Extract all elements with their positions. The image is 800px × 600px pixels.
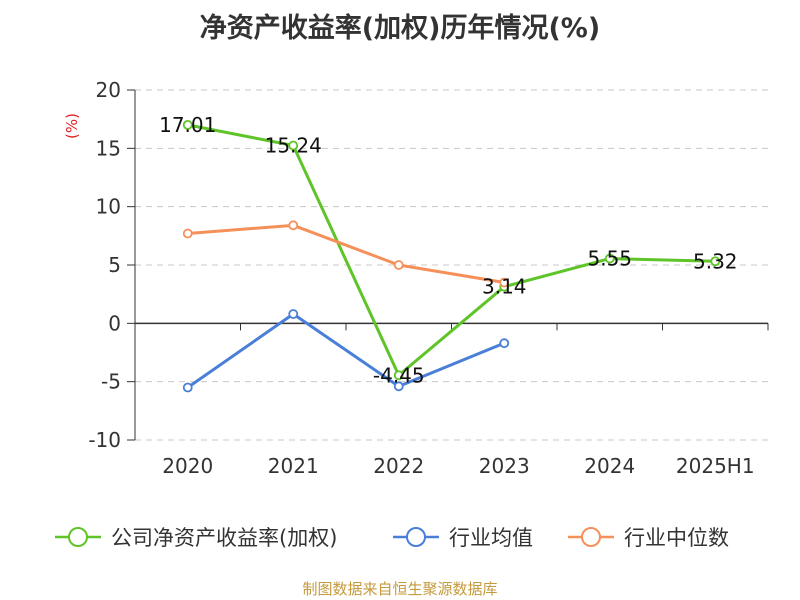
legend-marker bbox=[406, 527, 426, 547]
axes: 20 15 10 5 0 -5 -10 2020 2021 2022 2023 2024 2025H1 bbox=[88, 78, 769, 478]
y-tick-label: -5 bbox=[101, 370, 121, 394]
series-group bbox=[182, 119, 721, 393]
legend: 公司净资产收益率(加权) 行业均值 行业中位数 bbox=[55, 526, 729, 550]
data-point bbox=[288, 220, 299, 231]
source-note: 制图数据来自恒生聚源数据库 bbox=[302, 580, 498, 598]
y-tick-label: -10 bbox=[88, 428, 121, 452]
data-label: -4.45 bbox=[373, 363, 425, 387]
data-label: 15.24 bbox=[265, 134, 322, 158]
chart-title: 净资产收益率(加权)历年情况(%) bbox=[199, 13, 601, 44]
grid-lines bbox=[135, 89, 768, 441]
y-tick-label: 15 bbox=[96, 136, 121, 160]
legend-label: 公司净资产收益率(加权) bbox=[111, 526, 337, 550]
data-point bbox=[499, 277, 510, 288]
series-line bbox=[187, 223, 505, 284]
data-point bbox=[393, 260, 404, 270]
x-tick-label: 2023 bbox=[479, 454, 530, 478]
legend-label: 行业中位数 bbox=[624, 526, 729, 550]
y-tick-label: 20 bbox=[96, 78, 121, 102]
data-point bbox=[604, 253, 615, 264]
data-point bbox=[393, 370, 404, 381]
data-label: 5.32 bbox=[693, 249, 738, 273]
data-point bbox=[393, 381, 404, 392]
data-point bbox=[710, 256, 721, 267]
data-point bbox=[288, 140, 299, 151]
data-point bbox=[182, 228, 193, 239]
data-point bbox=[499, 338, 510, 349]
data-point bbox=[182, 119, 193, 130]
legend-label: 行业均值 bbox=[449, 526, 533, 550]
series-line bbox=[186, 312, 505, 389]
x-tick-label: 2024 bbox=[584, 454, 635, 478]
legend-marker bbox=[581, 527, 601, 547]
legend-marker bbox=[68, 527, 88, 547]
data-point bbox=[288, 309, 299, 319]
y-tick-label: 0 bbox=[108, 311, 121, 335]
x-tick-label: 2022 bbox=[373, 454, 424, 478]
data-label: 3.14 bbox=[482, 275, 527, 299]
data-label: 5.55 bbox=[587, 247, 632, 271]
x-tick-label: 2021 bbox=[268, 454, 319, 478]
y-tick-label: 10 bbox=[96, 195, 121, 219]
x-tick-label: 2020 bbox=[162, 454, 213, 478]
y-axis-label: (%) bbox=[63, 113, 81, 139]
data-point bbox=[182, 382, 193, 393]
series-line bbox=[187, 123, 716, 377]
x-tick-label: 2025H1 bbox=[676, 454, 755, 478]
data-labels: 17.01 15.24 -4.45 3.14 5.55 5.32 bbox=[159, 113, 737, 387]
data-label: 17.01 bbox=[159, 113, 216, 137]
y-tick-label: 5 bbox=[108, 253, 121, 277]
